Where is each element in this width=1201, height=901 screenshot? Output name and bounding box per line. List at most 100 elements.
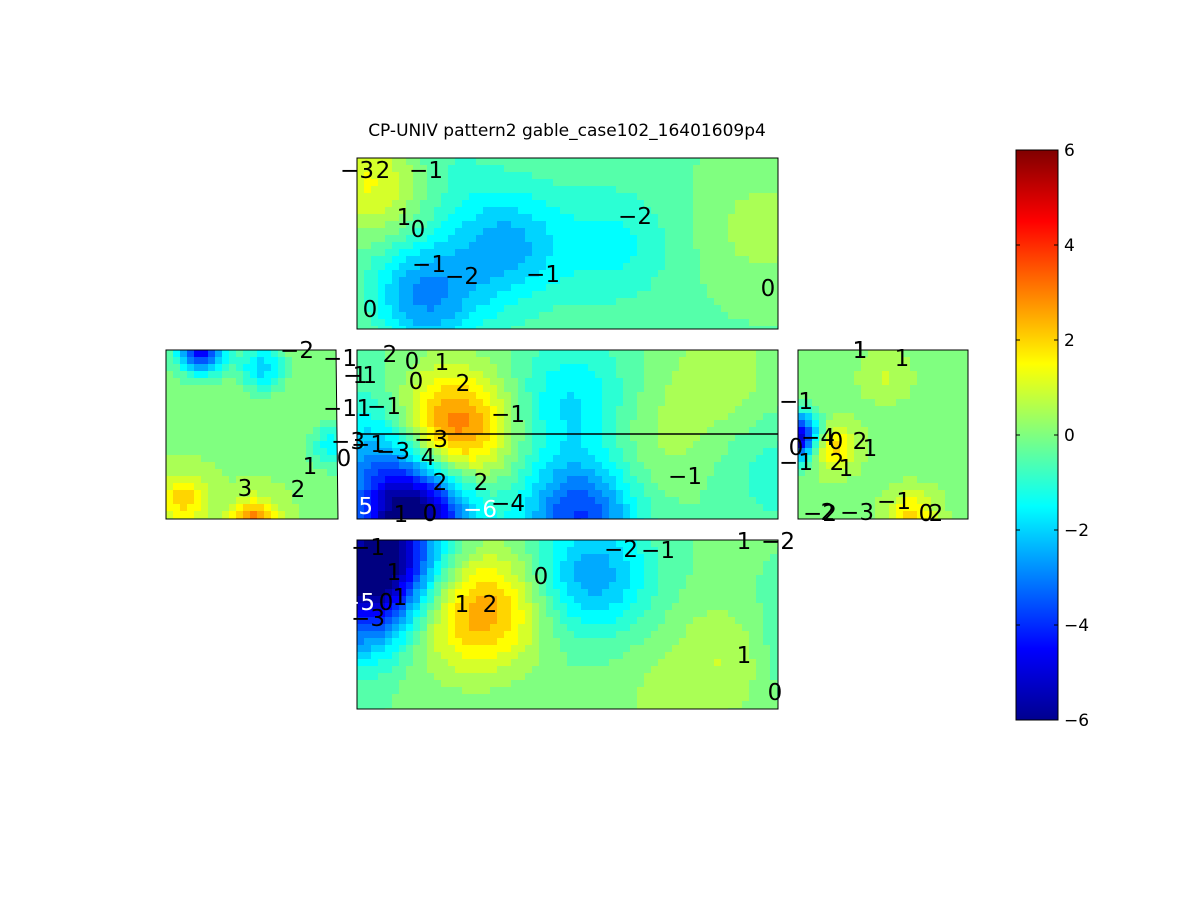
heat-cell [434,666,442,674]
heat-cell [952,434,960,442]
heat-cell [173,469,181,477]
heat-cell [861,490,869,498]
heat-cell [201,434,209,442]
heat-cell [609,179,617,187]
heat-cell [875,483,883,491]
heat-cell [651,326,659,329]
heat-cell [434,406,442,414]
heat-cell [285,392,293,400]
heat-cell [166,448,174,456]
heat-cell [476,228,484,236]
heat-cell [546,490,554,498]
heat-cell [236,378,244,386]
heat-cell [448,193,456,201]
heat-cell [497,284,505,292]
heat-cell [609,277,617,285]
heat-cell [532,603,540,611]
heat-cell [959,399,967,407]
heat-cell [602,399,610,407]
heat-cell [194,399,202,407]
heat-cell [490,687,498,695]
heat-cell [742,312,750,320]
heat-cell [623,298,631,306]
heat-cell [357,277,365,285]
heat-cell [847,455,855,463]
heat-cell [385,589,393,597]
heat-cell [264,441,272,449]
heat-cell [882,504,890,512]
heat-cell [917,511,925,519]
heat-cell [313,476,321,484]
heat-cell [539,504,547,512]
heat-cell [278,448,286,456]
heat-cell [462,420,470,428]
heat-cell [448,540,456,548]
heat-cell [313,511,321,519]
heat-cell [469,624,477,632]
heat-cell [966,434,968,442]
heat-cell [357,270,365,278]
heat-cell [455,448,463,456]
heat-cell [469,504,477,512]
heat-cell [357,617,365,625]
heat-cell [413,490,421,498]
heat-cell [511,497,519,505]
heat-cell [840,385,848,393]
heat-cell [938,483,946,491]
heat-cell [497,378,505,386]
heat-cell [833,490,841,498]
heat-cell [441,228,449,236]
heat-cell [427,406,435,414]
heat-cell [728,357,736,365]
heat-cell [966,427,968,435]
heat-cell [952,462,960,470]
heat-cell [413,603,421,611]
heat-cell [406,547,414,555]
heat-cell [644,312,652,320]
heat-cell [413,413,421,421]
heat-cell [763,165,771,173]
heat-cell [735,511,743,519]
heat-cell [455,680,463,688]
heat-cell [679,427,687,435]
heat-cell [679,319,687,327]
heat-cell [392,319,400,327]
heat-cell [602,483,610,491]
heat-cell [392,207,400,215]
heat-cell [623,263,631,271]
heat-cell [469,434,477,442]
heat-cell [812,399,820,407]
heat-cell [910,350,918,358]
heat-cell [609,172,617,180]
heat-cell [476,476,484,484]
heat-cell [812,497,820,505]
heat-cell [714,270,722,278]
heat-cell [413,420,421,428]
heat-cell [201,364,209,372]
heat-cell [588,256,596,264]
heat-cell [483,406,491,414]
heat-cell [497,483,505,491]
heat-cell [525,406,533,414]
heat-cell [215,504,223,512]
heat-cell [222,371,230,379]
heat-cell [637,455,645,463]
heat-cell [560,413,568,421]
heat-cell [420,270,428,278]
heat-cell [609,207,617,215]
heat-cell [567,357,575,365]
heat-cell [292,385,300,393]
heat-cell [511,603,519,611]
heat-cell [490,221,498,229]
heat-cell [448,385,456,393]
heat-cell [306,406,314,414]
heat-cell [861,420,869,428]
heat-cell [742,371,750,379]
heat-cell [630,497,638,505]
heat-cell [518,371,526,379]
heat-cell [882,469,890,477]
heat-cell [229,455,237,463]
heat-cell [714,511,722,519]
heat-cell [693,504,701,512]
heat-cell [448,284,456,292]
